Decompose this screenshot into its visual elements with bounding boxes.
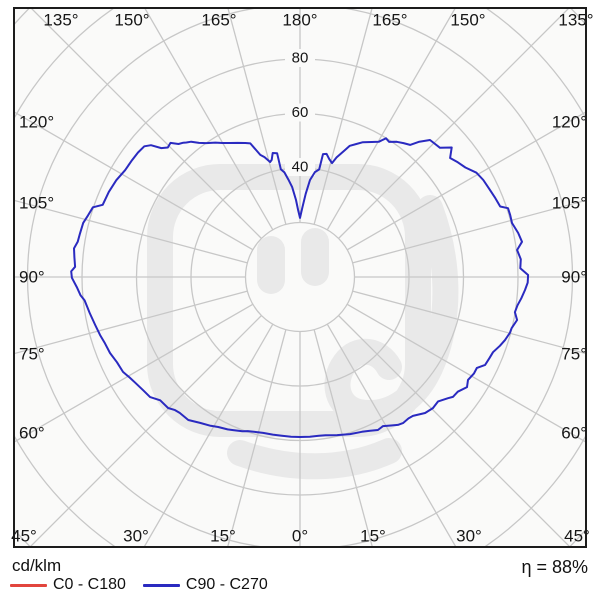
unit-label: cd/klm [12,556,62,575]
angle-label: 0° [292,527,308,546]
legend-label-c0-c180: C0 - C180 [53,576,126,593]
watermark-prong [301,228,329,286]
legend-label-c90-c270: C90 - C270 [185,576,268,593]
grid-spoke [326,323,457,546]
angle-label: 60° [19,424,45,443]
angle-label: 150° [114,11,149,30]
angle-label: 150° [450,11,485,30]
angle-label: 75° [561,345,587,364]
grid-spoke [227,329,287,546]
angle-label: 135° [558,11,593,30]
angle-label: 75° [19,345,45,364]
angle-label: 120° [552,113,587,132]
radial-tick-label: 80 [292,50,309,67]
angle-label: 165° [201,11,236,30]
legend: C0 - C180 C90 - C270 [10,576,268,594]
angle-label: 90° [561,268,587,287]
grid-spoke [30,315,262,546]
grid-spoke [15,199,248,264]
grid-spoke [313,9,373,225]
radial-tick-labels: 40 60 80 [285,49,315,176]
efficiency-label: η = 88% [521,557,588,577]
photometric-curve [70,137,530,438]
grid-spoke [313,329,373,546]
grid-spoke [338,9,569,239]
grid-spoke [143,323,274,546]
watermark-swoosh [227,438,402,480]
legend-swatch-c0-c180 [10,583,47,587]
grid-spoke [227,9,287,225]
angle-label: 105° [19,194,54,213]
angle-label: 45° [564,527,590,546]
angle-label: 60° [561,424,587,443]
legend-swatch-c90-c270 [142,583,180,587]
angle-label: 30° [123,527,149,546]
grid-spoke [338,315,570,546]
grid-spoke [346,111,585,251]
angle-label: 105° [552,194,587,213]
grid-spoke [326,9,456,231]
watermark-prong [257,236,285,294]
grid-spoke [15,303,254,443]
angle-label: 135° [43,11,78,30]
grid-spoke [352,199,585,264]
angle-label: 15° [210,527,236,546]
grid-spoke [15,290,248,355]
grid-spoke [31,9,262,239]
grid-spoke [144,9,274,231]
plot-border [13,7,587,548]
angle-labels: 135° 150° 165° 180° 165° 150° 135° 120° 105° 90° 7… [11,11,593,546]
angle-label: 90° [19,268,45,287]
watermark-tail [324,195,459,426]
angle-label: 45° [11,527,37,546]
angle-label: 165° [372,11,407,30]
angle-label: 30° [456,527,482,546]
watermark-logo [147,164,459,480]
radial-tick-label: 40 [292,159,309,176]
angle-label: 180° [282,11,317,30]
radial-tick-label: 60 [292,104,309,121]
angle-label: 15° [360,527,386,546]
grid-spoke [352,290,585,355]
grid-spoke [15,111,254,251]
grid-spoke [346,303,585,443]
angle-label: 120° [19,113,54,132]
